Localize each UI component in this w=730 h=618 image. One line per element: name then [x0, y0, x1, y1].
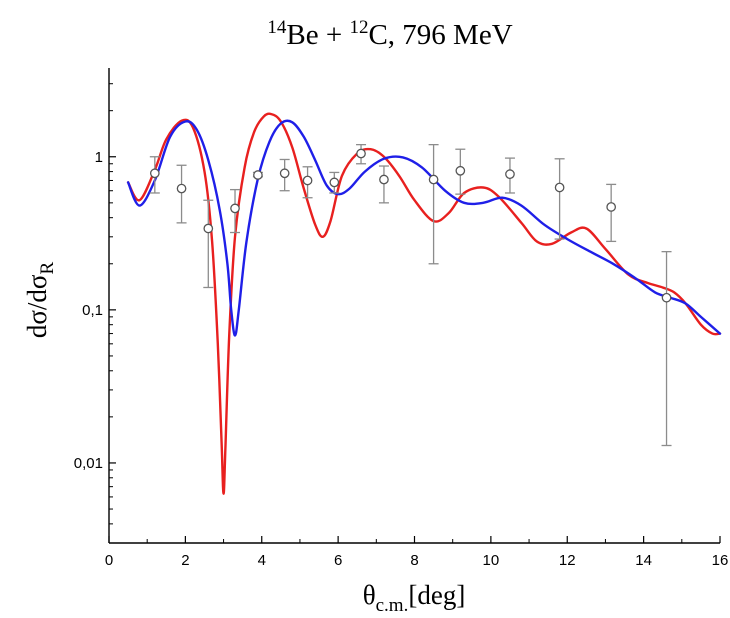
data-points — [149, 143, 672, 447]
x-tick-label: 2 — [181, 552, 189, 569]
title-superscript: 14 — [267, 17, 287, 38]
x-axis-label: θc.m.[deg] — [363, 580, 466, 616]
data-point — [302, 166, 313, 199]
red-curve — [126, 112, 722, 495]
data-point — [329, 171, 340, 194]
data-point — [176, 164, 187, 224]
point-marker — [606, 202, 617, 212]
data-point — [378, 165, 389, 204]
x-tick-label: 6 — [334, 552, 342, 569]
data-point — [279, 158, 290, 192]
y-label-main: dσ/dσ — [22, 274, 52, 338]
data-point — [428, 143, 439, 265]
data-point — [455, 148, 466, 195]
data-point — [356, 143, 367, 165]
x-tick-label: 12 — [559, 552, 576, 569]
data-point — [554, 158, 565, 240]
point-marker — [428, 174, 439, 185]
y-tick-label: 1 — [95, 149, 103, 166]
data-point — [203, 199, 214, 289]
data-point — [149, 156, 160, 194]
data-point — [661, 250, 672, 447]
x-tick-label: 0 — [105, 552, 113, 569]
x-label-sub: c.m. — [376, 595, 409, 616]
y-tick-label: 0,1 — [82, 302, 103, 319]
point-marker — [302, 175, 313, 186]
data-point — [504, 157, 515, 194]
y-axis-ticks: 0,01 0,1 1 — [74, 83, 116, 544]
x-tick-label: 16 — [712, 552, 729, 569]
x-tick-label: 4 — [258, 552, 266, 569]
point-marker — [279, 168, 290, 179]
y-tick-label: 0,01 — [74, 455, 103, 472]
data-point — [230, 188, 241, 234]
point-marker — [554, 182, 565, 193]
x-tick-label: 8 — [410, 552, 418, 569]
title-text: Be + — [286, 19, 349, 51]
point-marker — [661, 292, 672, 303]
blue-curve — [126, 119, 722, 337]
title-text: C, 796 MeV — [368, 19, 512, 51]
point-marker — [149, 168, 160, 179]
y-label-sub: R — [37, 262, 58, 275]
data-point — [252, 170, 263, 180]
data-point — [606, 183, 617, 243]
point-marker — [203, 223, 214, 234]
point-marker — [176, 183, 187, 194]
point-marker — [505, 169, 515, 179]
chart-title: 14Be + 12C, 796 MeV — [267, 17, 512, 51]
point-marker — [329, 177, 340, 188]
point-marker — [230, 203, 240, 214]
point-marker — [455, 165, 466, 176]
x-axis-ticks: 0 2 4 6 8 10 12 14 16 — [105, 536, 729, 569]
point-marker — [253, 170, 263, 180]
curves — [126, 112, 722, 495]
x-tick-label: 10 — [483, 552, 500, 569]
x-tick-label: 14 — [635, 552, 652, 569]
title-superscript: 12 — [349, 17, 368, 38]
y-axis-label: dσ/dσR — [22, 262, 58, 339]
x-label-main: θ — [363, 580, 376, 610]
point-marker — [356, 148, 366, 159]
x-label-unit: [deg] — [408, 580, 465, 610]
point-marker — [379, 174, 389, 185]
